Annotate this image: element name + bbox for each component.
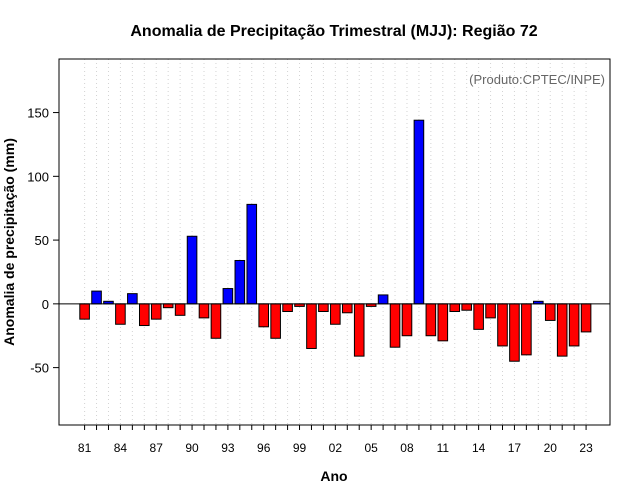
y-tick-label: 50 (35, 233, 49, 248)
bar-04 (353, 303, 365, 357)
x-tick-label: 17 (508, 441, 522, 455)
bar-97 (270, 303, 281, 339)
bar-03 (341, 303, 353, 314)
y-tick-label: 100 (27, 169, 49, 184)
x-axis-label: Ano (320, 468, 347, 484)
bar-18 (521, 303, 532, 356)
bar-92 (210, 303, 222, 339)
bar-14 (473, 303, 484, 330)
y-tick-label: 0 (42, 297, 49, 312)
bar-17 (509, 303, 520, 362)
bar-13 (461, 303, 472, 311)
bar-00 (306, 303, 317, 349)
bar-93 (222, 288, 234, 305)
x-tick-label: 93 (221, 441, 235, 455)
y-axis: -50 0 50 100 150 (27, 106, 59, 376)
bar-series (79, 119, 592, 362)
bar-91 (198, 303, 210, 319)
x-tick-label: 87 (150, 441, 164, 455)
bar-15 (485, 303, 496, 319)
x-tick-label: 90 (185, 441, 199, 455)
chart-title: Anomalia de Precipitação Trimestral (MJJ… (130, 23, 537, 40)
bar-20 (544, 303, 556, 321)
y-axis-label: Anomalia de precipitação (mm) (1, 138, 17, 346)
bar-10 (425, 303, 437, 337)
bar-16 (497, 303, 508, 347)
bar-21 (556, 303, 568, 357)
bar-85 (127, 293, 138, 305)
bar-90 (186, 235, 198, 305)
bar-88 (162, 303, 174, 309)
bar-12 (449, 303, 461, 313)
bar-94 (234, 259, 246, 305)
y-tick-label: -50 (30, 361, 49, 376)
x-tick-label: 08 (400, 441, 414, 455)
x-tick-label: 23 (579, 441, 593, 455)
bar-08 (401, 303, 413, 337)
x-tick-label: 14 (472, 441, 486, 455)
x-tick-label: 05 (364, 441, 378, 455)
bar-87 (150, 303, 162, 320)
bar-11 (437, 303, 449, 342)
x-tick-label: 81 (78, 441, 92, 455)
x-tick-label: 96 (257, 441, 271, 455)
x-tick-label: 02 (329, 441, 343, 455)
bar-02 (330, 303, 341, 325)
bar-82 (91, 290, 102, 305)
y-tick-label: 150 (27, 106, 49, 121)
bar-96 (258, 303, 269, 328)
bar-81 (79, 303, 90, 320)
bar-09 (413, 119, 425, 305)
bar-89 (174, 303, 186, 316)
bar-06 (377, 294, 389, 305)
x-tick-label: 11 (437, 441, 450, 455)
vertical-gridlines (84, 59, 587, 425)
bar-86 (139, 303, 150, 327)
bar-23 (580, 303, 592, 333)
bar-95 (246, 203, 258, 305)
bar-07 (389, 303, 401, 348)
bar-22 (568, 303, 580, 347)
x-tick-label: 99 (293, 441, 307, 455)
credit-label: (Produto:CPTEC/INPE) (469, 72, 605, 87)
bar-84 (115, 303, 126, 325)
bar-01 (318, 303, 329, 313)
x-axis: 81 84 87 90 93 96 99 02 05 08 11 14 17 20 23 (78, 425, 593, 455)
x-tick-label: 84 (114, 441, 128, 455)
x-tick-label: 20 (544, 441, 558, 455)
plot-frame (58, 58, 611, 426)
bar-98 (282, 303, 293, 313)
